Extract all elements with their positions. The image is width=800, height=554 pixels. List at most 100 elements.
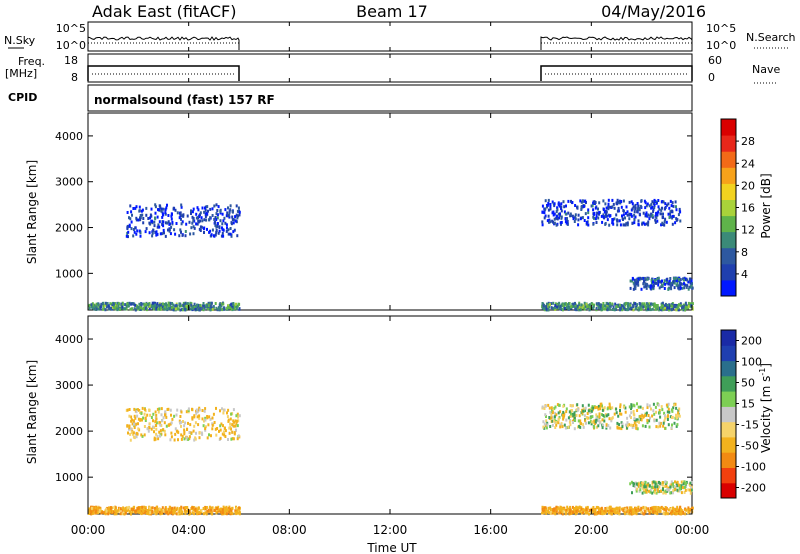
power-colorbar-segment [721,183,736,200]
velocity-echo-cell [137,427,140,431]
power-echo-cell [544,207,547,211]
power-echo-cell [227,306,230,309]
velocity-echo-cell [141,505,144,509]
velocity-echo-cell [691,481,694,484]
velocity-echo-cell [198,436,201,440]
velocity-echo-cell [162,416,165,420]
power-echo-cell [603,307,606,311]
velocity-echo-cell [613,412,616,416]
velocity-echo-cell [111,510,114,513]
time-tick-label: 04:00 [171,523,206,537]
velocity-echo-cell [180,410,183,414]
velocity-echo-cell [551,415,554,419]
power-echo-cell [581,216,584,220]
velocity-echo-cell [654,405,657,409]
velocity-colorbar-tick-label: -200 [741,482,766,495]
velocity-echo-cell [204,511,207,515]
power-echo-cell [554,306,557,310]
velocity-echo-cell [644,509,647,513]
power-echo-cell [653,278,656,282]
power-echo-cell [565,221,568,225]
power-echo-cell [106,302,109,306]
power-echo-cell [615,202,618,206]
velocity-echo-cell [159,423,162,427]
freq-label: Freq. [18,55,45,68]
power-echo-cell [167,306,170,310]
power-echo-cell [134,303,137,307]
velocity-echo-cell [573,413,576,417]
power-echo-cell [622,213,625,217]
velocity-echo-cell [664,489,667,493]
power-echo-cell [559,305,562,309]
power-echo-cell [233,228,236,232]
velocity-echo-cell [601,408,604,412]
velocity-echo-cell [232,424,235,428]
velocity-echo-cell [154,419,157,423]
power-echo-cell [216,222,219,225]
power-echo-cell [683,282,685,286]
power-echo-cell [637,204,640,208]
velocity-echo-cell [582,423,585,427]
power-echo-cell [216,216,219,220]
power-echo-cell [607,207,610,211]
power-echo-cell [619,223,622,227]
velocity-echo-cell [613,510,616,513]
velocity-echo-cell [621,425,624,429]
power-echo-cell [593,211,596,215]
power-echo-cell [99,307,102,311]
power-echo-cell [640,307,643,311]
power-echo-cell [126,227,129,230]
power-echo-cell [199,211,202,215]
velocity-echo-cell [544,424,547,428]
power-echo-cell [637,283,640,287]
power-echo-cell [208,218,211,222]
velocity-echo-cell [181,434,184,438]
power-echo-cell [153,224,156,228]
power-echo-cell [172,308,175,312]
power-echo-cell [112,304,115,308]
velocity-echo-cell [639,405,642,409]
velocity-echo-cell [559,505,562,509]
velocity-echo-cell [565,407,568,411]
velocity-echo-cell [656,485,659,489]
power-echo-cell [643,304,646,308]
power-echo-cell [124,303,127,307]
power-echo-cell [637,222,640,226]
velocity-echo-cell [200,508,203,512]
power-echo-cell [180,230,182,234]
velocity-echo-cell [621,507,623,511]
velocity-echo-cell [198,431,201,435]
power-echo-cell [199,307,202,310]
velocity-echo-cell [143,407,146,411]
velocity-echo-cell [676,511,679,515]
velocity-echo-cell [171,417,174,421]
velocity-echo-cell [653,419,656,423]
velocity-echo-cell [608,506,611,510]
power-echo-cell [611,198,614,202]
power-echo-cell [664,303,667,307]
velocity-echo-cell [633,404,636,408]
power-echo-cell [213,234,216,238]
power-echo-cell [645,204,648,208]
power-echo-cell [657,278,660,282]
velocity-colorbar-segment [721,421,736,438]
velocity-echo-cell [188,431,191,434]
power-echo-cell [680,282,683,286]
power-echo-cell [643,302,646,306]
power-echo-cell [679,304,682,308]
power-echo-cell [677,286,680,290]
velocity-echo-cell [637,483,640,487]
power-echo-cell [625,222,628,226]
power-echo-cell [674,305,677,308]
power-echo-cell [654,218,657,222]
power-echo-cell [593,200,596,204]
power-echo-cell [125,307,128,311]
power-echo-cell [675,217,678,221]
power-echo-cell [644,206,647,210]
power-echo-cell [170,225,173,229]
velocity-echo-cell [666,488,669,492]
power-echo-cell [559,221,562,225]
power-echo-cell [558,204,561,208]
velocity-echo-cell [670,512,673,516]
velocity-echo-cell [624,508,627,512]
